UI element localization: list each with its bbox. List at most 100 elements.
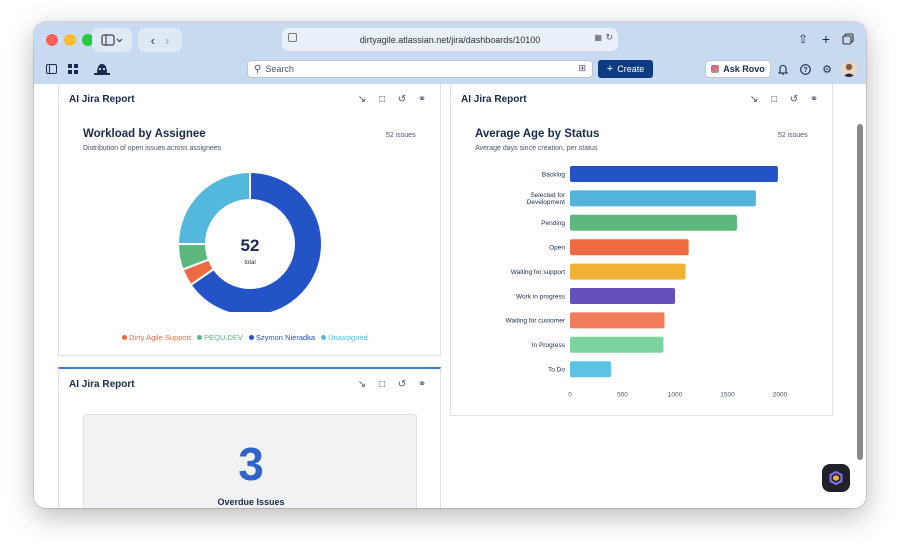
link-icon[interactable]: ⚭ — [417, 93, 427, 105]
legend-swatch — [197, 335, 203, 340]
donut-slice-szymon-nieradka[interactable] — [189, 172, 323, 312]
browser-window: ‹ › dirtyagile.atlassian.net/jira/dashbo… — [34, 22, 866, 508]
legend-swatch — [248, 335, 254, 340]
legend-item[interactable]: PEQU.DEV — [197, 333, 243, 342]
issue-count: 52 issues — [778, 132, 808, 139]
legend-label: PEQU.DEV — [204, 333, 243, 342]
refresh-icon[interactable]: ↺ — [397, 93, 407, 105]
ask-rovo-button[interactable]: Ask Rovo — [705, 60, 771, 78]
bar-category-label: To Do — [548, 367, 565, 374]
average-age-bar-chart: Backlog Selected for Development Pending Ope… — [506, 166, 788, 399]
fullscreen-icon[interactable]: □ — [770, 93, 778, 105]
create-label: Create — [617, 64, 645, 74]
bar-category-label: In Progress — [532, 342, 566, 349]
jira-topbar: ⚲ Search ⊞ + Create Ask Rovo ? ⚙ — [34, 58, 866, 84]
sidebar-toggle-button[interactable] — [92, 28, 132, 52]
bar[interactable] — [570, 312, 665, 329]
create-button[interactable]: + Create — [598, 60, 653, 78]
search-placeholder: Search — [265, 64, 294, 74]
legend-item[interactable]: Dirty Agile Support — [122, 333, 191, 342]
donut-total-label: total — [244, 260, 255, 266]
svg-text:?: ? — [803, 67, 807, 74]
legend-swatch — [321, 335, 327, 340]
bar-category-label: Waiting for customer — [506, 318, 566, 325]
legend-label: Unassigned — [328, 333, 368, 342]
ask-rovo-label: Ask Rovo — [723, 64, 765, 74]
address-bar[interactable]: dirtyagile.atlassian.net/jira/dashboards… — [282, 28, 618, 51]
gadget-actions: ↘ □ ↺ ⚭ — [357, 93, 427, 105]
bar[interactable] — [570, 214, 737, 231]
fullscreen-icon[interactable]: □ — [378, 378, 386, 390]
page-scrollbar[interactable] — [857, 124, 863, 460]
gadget-title: AI Jira Report — [461, 94, 527, 105]
bar-category-label: Backlog — [542, 171, 566, 178]
bar[interactable] — [570, 166, 778, 182]
sidebar-icon — [101, 34, 123, 46]
forward-icon[interactable]: › — [165, 32, 170, 48]
x-tick-label: 500 — [617, 392, 628, 399]
donut-total-value: 52 — [241, 236, 260, 255]
page-settings-icon[interactable] — [288, 33, 297, 42]
rovo-icon — [711, 65, 720, 73]
card-title: Workload by Assignee — [83, 128, 206, 140]
card-subtitle: Distribution of open issues across assig… — [83, 145, 222, 152]
bar[interactable] — [570, 190, 756, 207]
help-icon[interactable]: ? — [798, 62, 812, 76]
refresh-icon[interactable]: ↺ — [789, 93, 799, 105]
search-icon: ⚲ — [254, 63, 262, 75]
card-title: Average Age by Status — [475, 128, 600, 140]
bar[interactable] — [570, 239, 689, 256]
link-icon[interactable]: ⚭ — [417, 378, 427, 390]
legend-item[interactable]: Unassigned — [321, 333, 368, 342]
x-tick-label: 0 — [568, 392, 572, 399]
bar-category-label: Waiting for support — [511, 269, 566, 276]
bar[interactable] — [570, 361, 611, 378]
card-subtitle: Average days since creation, per status — [475, 145, 598, 152]
new-tab-icon[interactable]: + — [821, 31, 831, 47]
gadget-title: AI Jira Report — [69, 379, 135, 390]
browser-titlebar: ‹ › dirtyagile.atlassian.net/jira/dashbo… — [34, 22, 866, 58]
link-icon[interactable]: ⚭ — [809, 93, 819, 105]
donut-slice-unassigned[interactable] — [176, 172, 251, 245]
reload-icon[interactable]: ↻ — [605, 32, 613, 42]
settings-gear-icon[interactable]: ⚙ — [822, 63, 832, 76]
overdue-count: 3 — [238, 438, 264, 490]
sidebar-collapse-icon[interactable] — [44, 62, 58, 76]
tab-overview-icon[interactable] — [841, 32, 855, 46]
notifications-bell-icon[interactable] — [776, 62, 790, 76]
plus-icon: + — [606, 63, 614, 75]
x-tick-label: 1500 — [720, 392, 735, 399]
overdue-card: 3 Overdue Issues — [83, 414, 417, 508]
minimize-icon[interactable]: ↘ — [357, 93, 367, 105]
gadget-overdue-issues: AI Jira Report ↘ □ ↺ ⚭ 3 Overdue Issues — [58, 367, 441, 508]
back-icon[interactable]: ‹ — [150, 32, 155, 48]
minimize-icon[interactable]: ↘ — [357, 378, 367, 390]
close-window-button[interactable] — [46, 34, 58, 46]
rovo-chat-button[interactable] — [822, 464, 850, 492]
maximize-window-button[interactable] — [82, 34, 94, 46]
url-text: dirtyagile.atlassian.net/jira/dashboards… — [359, 34, 541, 45]
bar[interactable] — [570, 288, 675, 304]
rovo-icon — [829, 471, 843, 485]
bar[interactable] — [570, 263, 686, 280]
filter-icon[interactable]: ⊞ — [578, 63, 586, 73]
app-switcher-icon[interactable] — [66, 62, 80, 76]
legend-label: Szymon Nieradka — [255, 333, 316, 342]
user-avatar[interactable] — [841, 61, 857, 77]
legend-item[interactable]: Szymon Nieradka — [248, 333, 316, 342]
bar-category-label: Open — [549, 245, 565, 252]
bar[interactable] — [570, 336, 664, 353]
minimize-window-button[interactable] — [64, 34, 76, 46]
translate-icon[interactable]: ▦ — [594, 33, 602, 42]
gadget-actions: ↘ □ ↺ ⚭ — [749, 93, 819, 105]
overdue-label: Overdue Issues — [217, 497, 285, 507]
legend-label: Dirty Agile Support — [129, 333, 192, 342]
refresh-icon[interactable]: ↺ — [397, 378, 407, 390]
fullscreen-icon[interactable]: □ — [378, 93, 386, 105]
minimize-icon[interactable]: ↘ — [749, 93, 759, 105]
share-icon[interactable]: ⇧ — [797, 32, 809, 46]
history-nav-group: ‹ › — [138, 28, 182, 52]
search-input[interactable]: ⚲ Search ⊞ — [247, 60, 593, 78]
donut-legend: Dirty Agile Support PEQU.DEV Szymon Nierad… — [122, 333, 368, 342]
site-logo-icon[interactable] — [92, 62, 112, 76]
